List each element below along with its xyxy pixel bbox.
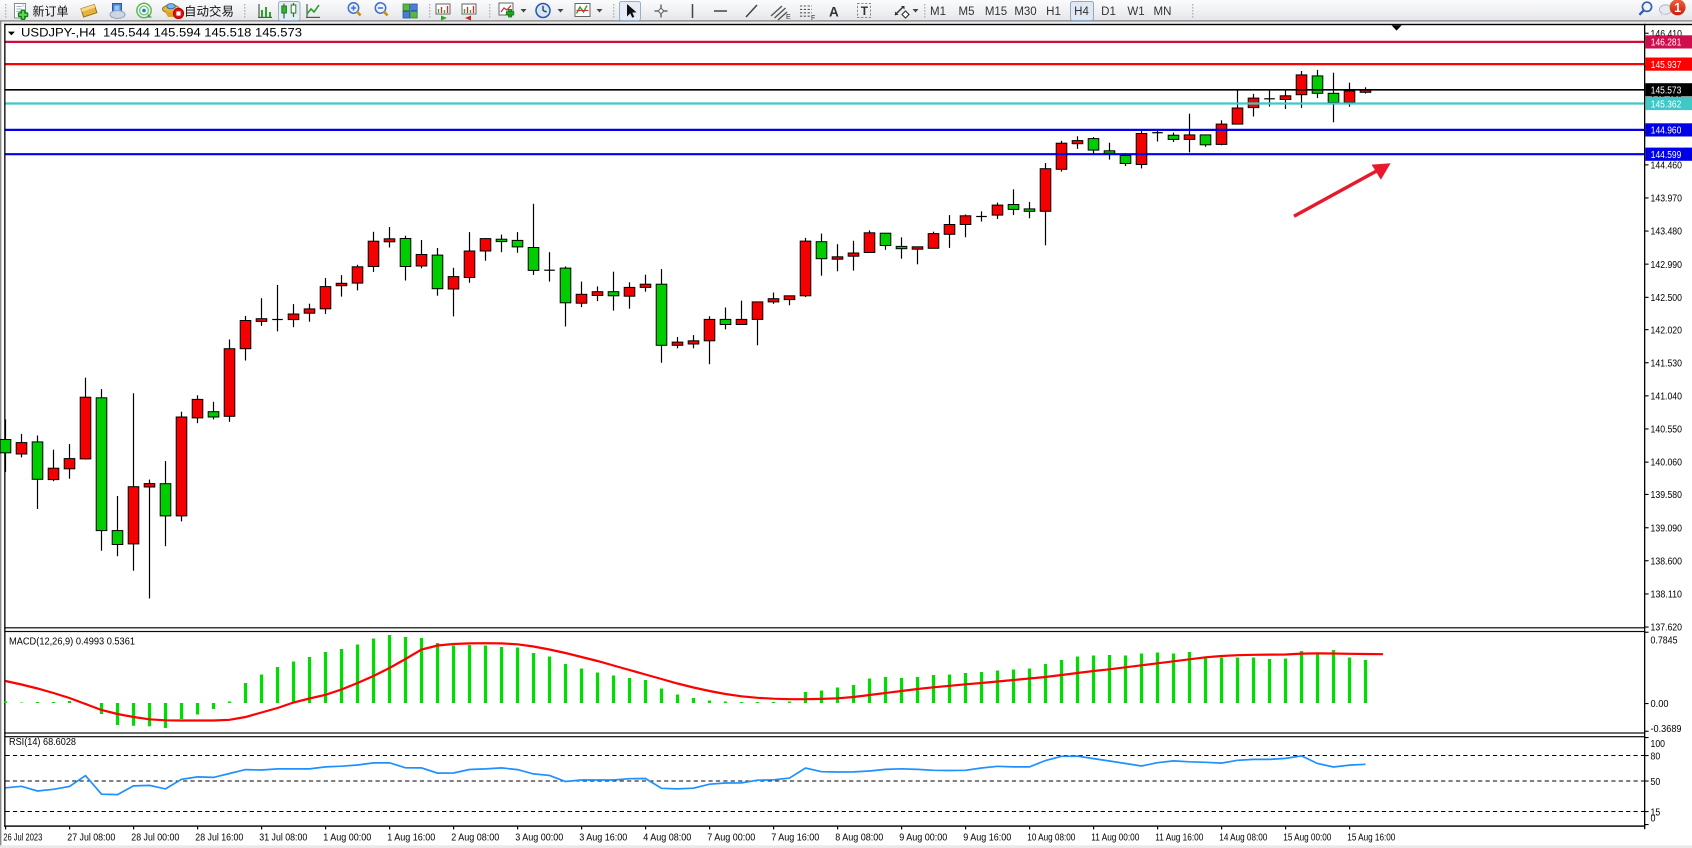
svg-text:M1: M1 — [930, 6, 946, 18]
svg-text:144.599: 144.599 — [1651, 150, 1682, 161]
svg-text:1 Aug 00:00: 1 Aug 00:00 — [323, 832, 371, 843]
svg-text:D1: D1 — [1101, 6, 1116, 18]
svg-text:新订单: 新订单 — [33, 3, 69, 18]
svg-text:140.060: 140.060 — [1651, 458, 1683, 469]
svg-text:F: F — [811, 15, 815, 22]
svg-text:9 Aug 00:00: 9 Aug 00:00 — [899, 832, 947, 843]
svg-text:141.530: 141.530 — [1651, 358, 1683, 369]
svg-text:139.090: 139.090 — [1651, 523, 1683, 534]
svg-text:140.550: 140.550 — [1651, 425, 1683, 436]
svg-text:144.460: 144.460 — [1651, 161, 1683, 172]
svg-text:145.573: 145.573 — [1651, 86, 1682, 97]
svg-text:138.110: 138.110 — [1651, 590, 1683, 601]
svg-text:139.580: 139.580 — [1651, 490, 1683, 501]
svg-text:50: 50 — [1651, 777, 1661, 788]
svg-text:1 Aug 16:00: 1 Aug 16:00 — [387, 832, 435, 843]
svg-text:142.990: 142.990 — [1651, 260, 1683, 271]
svg-text:10 Aug 08:00: 10 Aug 08:00 — [1027, 832, 1075, 843]
svg-text:E: E — [786, 14, 791, 21]
svg-text:3 Aug 16:00: 3 Aug 16:00 — [579, 832, 627, 843]
svg-text:H1: H1 — [1046, 6, 1061, 18]
svg-text:31 Jul 08:00: 31 Jul 08:00 — [259, 832, 307, 843]
svg-text:M15: M15 — [985, 6, 1007, 18]
svg-text:145.362: 145.362 — [1651, 99, 1682, 110]
svg-text:15: 15 — [1651, 808, 1661, 819]
svg-text:11 Aug 00:00: 11 Aug 00:00 — [1091, 832, 1139, 843]
svg-text:138.600: 138.600 — [1651, 556, 1683, 567]
svg-text:100: 100 — [1651, 739, 1666, 750]
svg-text:MACD(12,26,9) 0.4993 0.5361: MACD(12,26,9) 0.4993 0.5361 — [9, 637, 135, 648]
svg-text:7 Aug 00:00: 7 Aug 00:00 — [707, 832, 755, 843]
svg-text:T: T — [861, 4, 869, 18]
svg-text:M5: M5 — [959, 6, 975, 18]
svg-text:146.281: 146.281 — [1651, 38, 1682, 49]
svg-text:15 Aug 00:00: 15 Aug 00:00 — [1283, 832, 1331, 843]
svg-text:7 Aug 16:00: 7 Aug 16:00 — [771, 832, 819, 843]
svg-text:137.620: 137.620 — [1651, 623, 1683, 634]
svg-text:USDJPY-,H4 145.544 145.594 14: USDJPY-,H4 145.544 145.594 145.518 145.5… — [21, 28, 302, 40]
svg-text:2 Aug 08:00: 2 Aug 08:00 — [451, 832, 499, 843]
svg-text:142.500: 142.500 — [1651, 293, 1683, 304]
svg-text:26 Jul 2023: 26 Jul 2023 — [3, 832, 42, 843]
svg-text:0.7845: 0.7845 — [1651, 636, 1678, 647]
svg-text:11 Aug 16:00: 11 Aug 16:00 — [1155, 832, 1203, 843]
svg-text:14 Aug 08:00: 14 Aug 08:00 — [1219, 832, 1267, 843]
svg-text:28 Jul 00:00: 28 Jul 00:00 — [131, 832, 179, 843]
svg-text:28 Jul 16:00: 28 Jul 16:00 — [195, 832, 243, 843]
svg-text:0.00: 0.00 — [1651, 699, 1669, 710]
svg-text:144.960: 144.960 — [1651, 126, 1682, 137]
svg-text:8 Aug 08:00: 8 Aug 08:00 — [835, 832, 883, 843]
svg-text:80: 80 — [1651, 751, 1661, 762]
svg-text:15 Aug 16:00: 15 Aug 16:00 — [1347, 832, 1395, 843]
svg-text:143.970: 143.970 — [1651, 194, 1683, 205]
svg-text:9 Aug 16:00: 9 Aug 16:00 — [963, 832, 1011, 843]
svg-text:自动交易: 自动交易 — [184, 3, 234, 18]
svg-text:0: 0 — [1651, 814, 1656, 825]
svg-text:141.040: 141.040 — [1651, 392, 1683, 403]
svg-text:3 Aug 00:00: 3 Aug 00:00 — [515, 832, 563, 843]
svg-text:A: A — [829, 5, 839, 20]
svg-text:H4: H4 — [1074, 6, 1089, 18]
svg-text:1: 1 — [1674, 1, 1681, 15]
svg-text:MN: MN — [1154, 6, 1172, 18]
svg-text:4 Aug 08:00: 4 Aug 08:00 — [643, 832, 691, 843]
svg-text:27 Jul 08:00: 27 Jul 08:00 — [67, 832, 115, 843]
svg-text:M30: M30 — [1014, 6, 1036, 18]
svg-text:146.410: 146.410 — [1651, 29, 1683, 40]
svg-text:143.480: 143.480 — [1651, 227, 1683, 238]
svg-text:145.937: 145.937 — [1651, 60, 1682, 71]
svg-text:W1: W1 — [1127, 6, 1144, 18]
svg-text:-0.3689: -0.3689 — [1651, 724, 1682, 735]
svg-text:RSI(14) 68.6028: RSI(14) 68.6028 — [9, 737, 76, 748]
svg-text:142.020: 142.020 — [1651, 325, 1683, 336]
